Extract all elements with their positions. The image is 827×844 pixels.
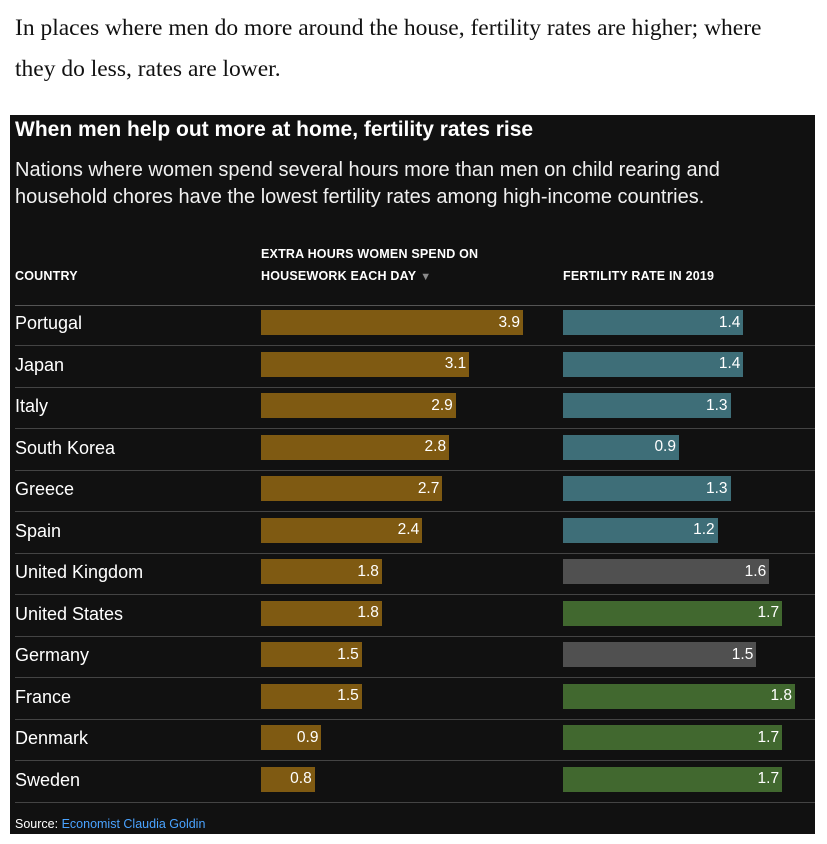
- fertility-value-label: 1.8: [770, 687, 792, 704]
- fertility-value-label: 1.3: [705, 479, 728, 497]
- fertility-bar: 1.4: [563, 310, 744, 335]
- housework-bar: 2.9: [261, 393, 456, 418]
- housework-value-label: 3.1: [444, 355, 467, 372]
- fertility-bar: 1.4: [563, 351, 744, 377]
- row-divider: [15, 635, 815, 637]
- housework-value-label: 1.5: [337, 687, 359, 704]
- row-divider: [15, 428, 815, 429]
- housework-value-label: 0.9: [296, 728, 319, 746]
- country-name: Portugal: [15, 313, 83, 333]
- fertility-value-label: 1.4: [718, 355, 741, 372]
- fertility-bar: 1.3: [563, 393, 731, 418]
- source-label: Source:: [15, 817, 59, 831]
- table-row: Denmark 0.9 1.7: [15, 720, 815, 761]
- housework-bar: 1.5: [261, 642, 362, 667]
- country-name: Denmark: [15, 728, 89, 748]
- housework-value-label: 1.8: [357, 604, 379, 621]
- table-row: United States 1.8 1.7: [15, 596, 815, 637]
- fertility-bar: 1.8: [563, 683, 795, 709]
- row-divider: [15, 677, 815, 678]
- table-row: Japan 3.1 1.4: [15, 347, 815, 388]
- housework-bar: 0.8: [261, 766, 315, 792]
- country-name: United States: [15, 603, 124, 624]
- country-name: France: [15, 686, 72, 707]
- fertility-value-label: 0.9: [654, 438, 676, 455]
- fertility-bar: 0.9: [563, 434, 679, 460]
- article-lead-paragraph: In places where men do more around the h…: [15, 15, 762, 82]
- country-name: Greece: [15, 479, 75, 499]
- country-name: Spain: [15, 520, 62, 541]
- fertility-bar: 1.2: [563, 517, 718, 543]
- housework-bar: 2.7: [261, 476, 443, 501]
- chart-subtitle: Nations where women spend several hours …: [15, 159, 720, 208]
- fertility-bar: 1.3: [563, 476, 731, 501]
- fertility-value-label: 1.6: [744, 562, 767, 580]
- row-divider: [15, 801, 815, 803]
- column-header-housework-line1: EXTRA HOURS WOMEN SPEND ON: [261, 247, 479, 261]
- table-row: Sweden 0.8 1.7: [15, 762, 815, 803]
- housework-bar: 2.4: [261, 517, 423, 543]
- table-row: France 1.5 1.8: [15, 679, 815, 720]
- column-header-country[interactable]: COUNTRY: [15, 269, 78, 283]
- fertility-value-label: 1.4: [718, 313, 741, 331]
- row-divider: [15, 552, 815, 554]
- source-link[interactable]: Economist Claudia Goldin: [61, 817, 206, 831]
- sort-descending-icon: ▼: [420, 271, 432, 283]
- column-header-fertility[interactable]: FERTILITY RATE IN 2019: [563, 269, 715, 283]
- row-divider: [15, 594, 815, 595]
- table-row: Portugal 3.9 1.4: [15, 305, 815, 346]
- housework-value-label: 2.8: [424, 438, 447, 455]
- chart-title: When men help out more at home, fertilit…: [15, 118, 534, 141]
- table-row: Germany 1.5 1.5: [15, 637, 815, 678]
- housework-value-label: 0.8: [290, 770, 312, 787]
- fertility-bar: 1.7: [563, 725, 783, 750]
- fertility-value-label: 1.5: [731, 645, 754, 663]
- table-row: Greece 2.7 1.3: [15, 471, 815, 512]
- country-name: Germany: [15, 645, 90, 665]
- country-name: Italy: [15, 396, 49, 416]
- housework-bar: 1.8: [261, 559, 382, 584]
- housework-bar: 2.8: [261, 434, 450, 460]
- housework-value-label: 2.4: [397, 521, 420, 538]
- country-name: United Kingdom: [15, 562, 144, 582]
- row-divider: [15, 760, 815, 761]
- fertility-value-label: 1.7: [757, 770, 780, 787]
- housework-bar: 1.5: [261, 683, 362, 709]
- chart-container: When men help out more at home, fertilit…: [10, 115, 815, 834]
- housework-bar: 0.9: [261, 725, 322, 750]
- housework-value-label: 1.8: [357, 562, 379, 580]
- fertility-bar: 1.5: [563, 642, 757, 667]
- table-row: United Kingdom 1.8 1.6: [15, 554, 815, 595]
- column-header-housework-line2: HOUSEWORK EACH DAY: [261, 269, 417, 283]
- fertility-value-label: 1.3: [705, 396, 728, 414]
- table-row: Spain 2.4 1.2: [15, 513, 815, 554]
- housework-bar: 3.9: [261, 310, 523, 335]
- table-row: Italy 2.9 1.3: [15, 388, 815, 429]
- row-divider: [15, 469, 815, 471]
- fertility-value-label: 1.7: [757, 728, 780, 746]
- row-divider: [15, 386, 815, 388]
- housework-value-label: 2.9: [431, 396, 453, 414]
- source-note: Source: Economist Claudia Goldin: [15, 817, 205, 831]
- row-divider: [15, 511, 815, 512]
- fertility-bar: 1.7: [563, 600, 783, 626]
- country-name: Sweden: [15, 769, 81, 790]
- country-name: South Korea: [15, 437, 116, 458]
- housework-value-label: 1.5: [337, 645, 359, 663]
- row-divider: [15, 345, 815, 346]
- fertility-bar: 1.6: [563, 559, 770, 584]
- fertility-bar: 1.7: [563, 766, 783, 792]
- housework-bar: 3.1: [261, 351, 470, 377]
- table-row: South Korea 2.8 0.9: [15, 430, 815, 471]
- housework-bar: 1.8: [261, 600, 382, 626]
- fertility-value-label: 1.7: [757, 604, 780, 621]
- row-divider: [15, 718, 815, 720]
- fertility-value-label: 1.2: [693, 521, 715, 538]
- housework-value-label: 2.7: [417, 479, 440, 497]
- country-name: Japan: [15, 354, 65, 375]
- column-header-housework[interactable]: EXTRA HOURS WOMEN SPEND ON HOUSEWORK EAC…: [261, 243, 478, 288]
- housework-value-label: 3.9: [498, 313, 520, 331]
- header-divider: [15, 305, 815, 306]
